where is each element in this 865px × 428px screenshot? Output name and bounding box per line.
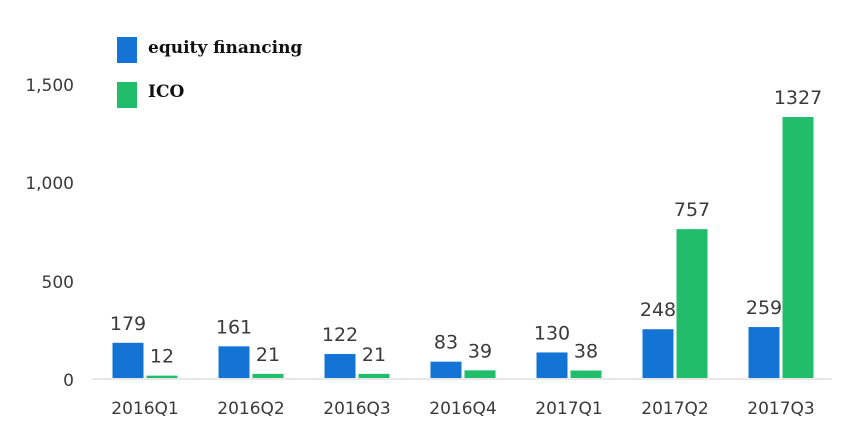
x-axis: 2016Q1 2016Q2 2016Q3 2016Q4 2017Q1 2017Q2 2017… [111, 399, 814, 419]
data-label-ico: 12 [150, 346, 174, 368]
bar-ico [676, 229, 708, 378]
data-label-ico: 39 [468, 340, 492, 362]
bar-equity-financing [218, 346, 250, 378]
bar-ico [570, 370, 602, 378]
bar-ico [782, 117, 814, 379]
data-label-equity-financing: 130 [534, 322, 570, 344]
x-tick-label: 2017Q1 [535, 399, 602, 419]
data-label-ico: 38 [574, 341, 598, 363]
legend-label-ico: ICO [148, 82, 184, 102]
bar-ico [146, 375, 178, 378]
data-label-equity-financing: 248 [640, 299, 676, 321]
legend: equity financing ICO [117, 37, 302, 108]
data-label-equity-financing: 122 [322, 324, 358, 346]
y-tick-label: 1,000 [25, 174, 74, 194]
x-tick-label: 2016Q1 [111, 399, 178, 419]
y-tick-label: 1,500 [25, 76, 74, 96]
x-tick-label: 2017Q2 [641, 399, 708, 419]
legend-swatch-equity-financing [117, 37, 137, 63]
bar-equity-financing [112, 342, 144, 378]
data-label-ico: 1327 [774, 87, 822, 109]
bar-equity-financing [536, 352, 568, 378]
data-label-equity-financing: 259 [746, 297, 782, 319]
bar-equity-financing [642, 329, 674, 378]
legend-swatch-ico [117, 82, 137, 108]
x-tick-label: 2016Q4 [429, 399, 496, 419]
y-tick-label: 500 [42, 273, 74, 293]
x-tick-label: 2017Q3 [747, 399, 814, 419]
x-tick-label: 2016Q3 [323, 399, 390, 419]
data-label-ico: 21 [362, 344, 386, 366]
bar-equity-financing [430, 361, 462, 378]
y-axis: 1,500 1,000 500 0 [25, 76, 74, 391]
data-label-ico: 21 [256, 344, 280, 366]
legend-label-equity-financing: equity financing [148, 38, 302, 58]
bar-ico [464, 370, 496, 378]
bar-equity-financing [324, 354, 356, 378]
bar-ico [252, 373, 284, 378]
data-label-equity-financing: 83 [434, 332, 458, 354]
bar-ico [358, 373, 390, 378]
data-label-equity-financing: 179 [110, 313, 146, 335]
bars [112, 117, 814, 379]
data-label-ico: 757 [674, 199, 710, 221]
y-tick-label: 0 [63, 371, 74, 391]
bar-equity-financing [748, 327, 780, 378]
x-tick-label: 2016Q2 [217, 399, 284, 419]
data-label-equity-financing: 161 [216, 316, 252, 338]
